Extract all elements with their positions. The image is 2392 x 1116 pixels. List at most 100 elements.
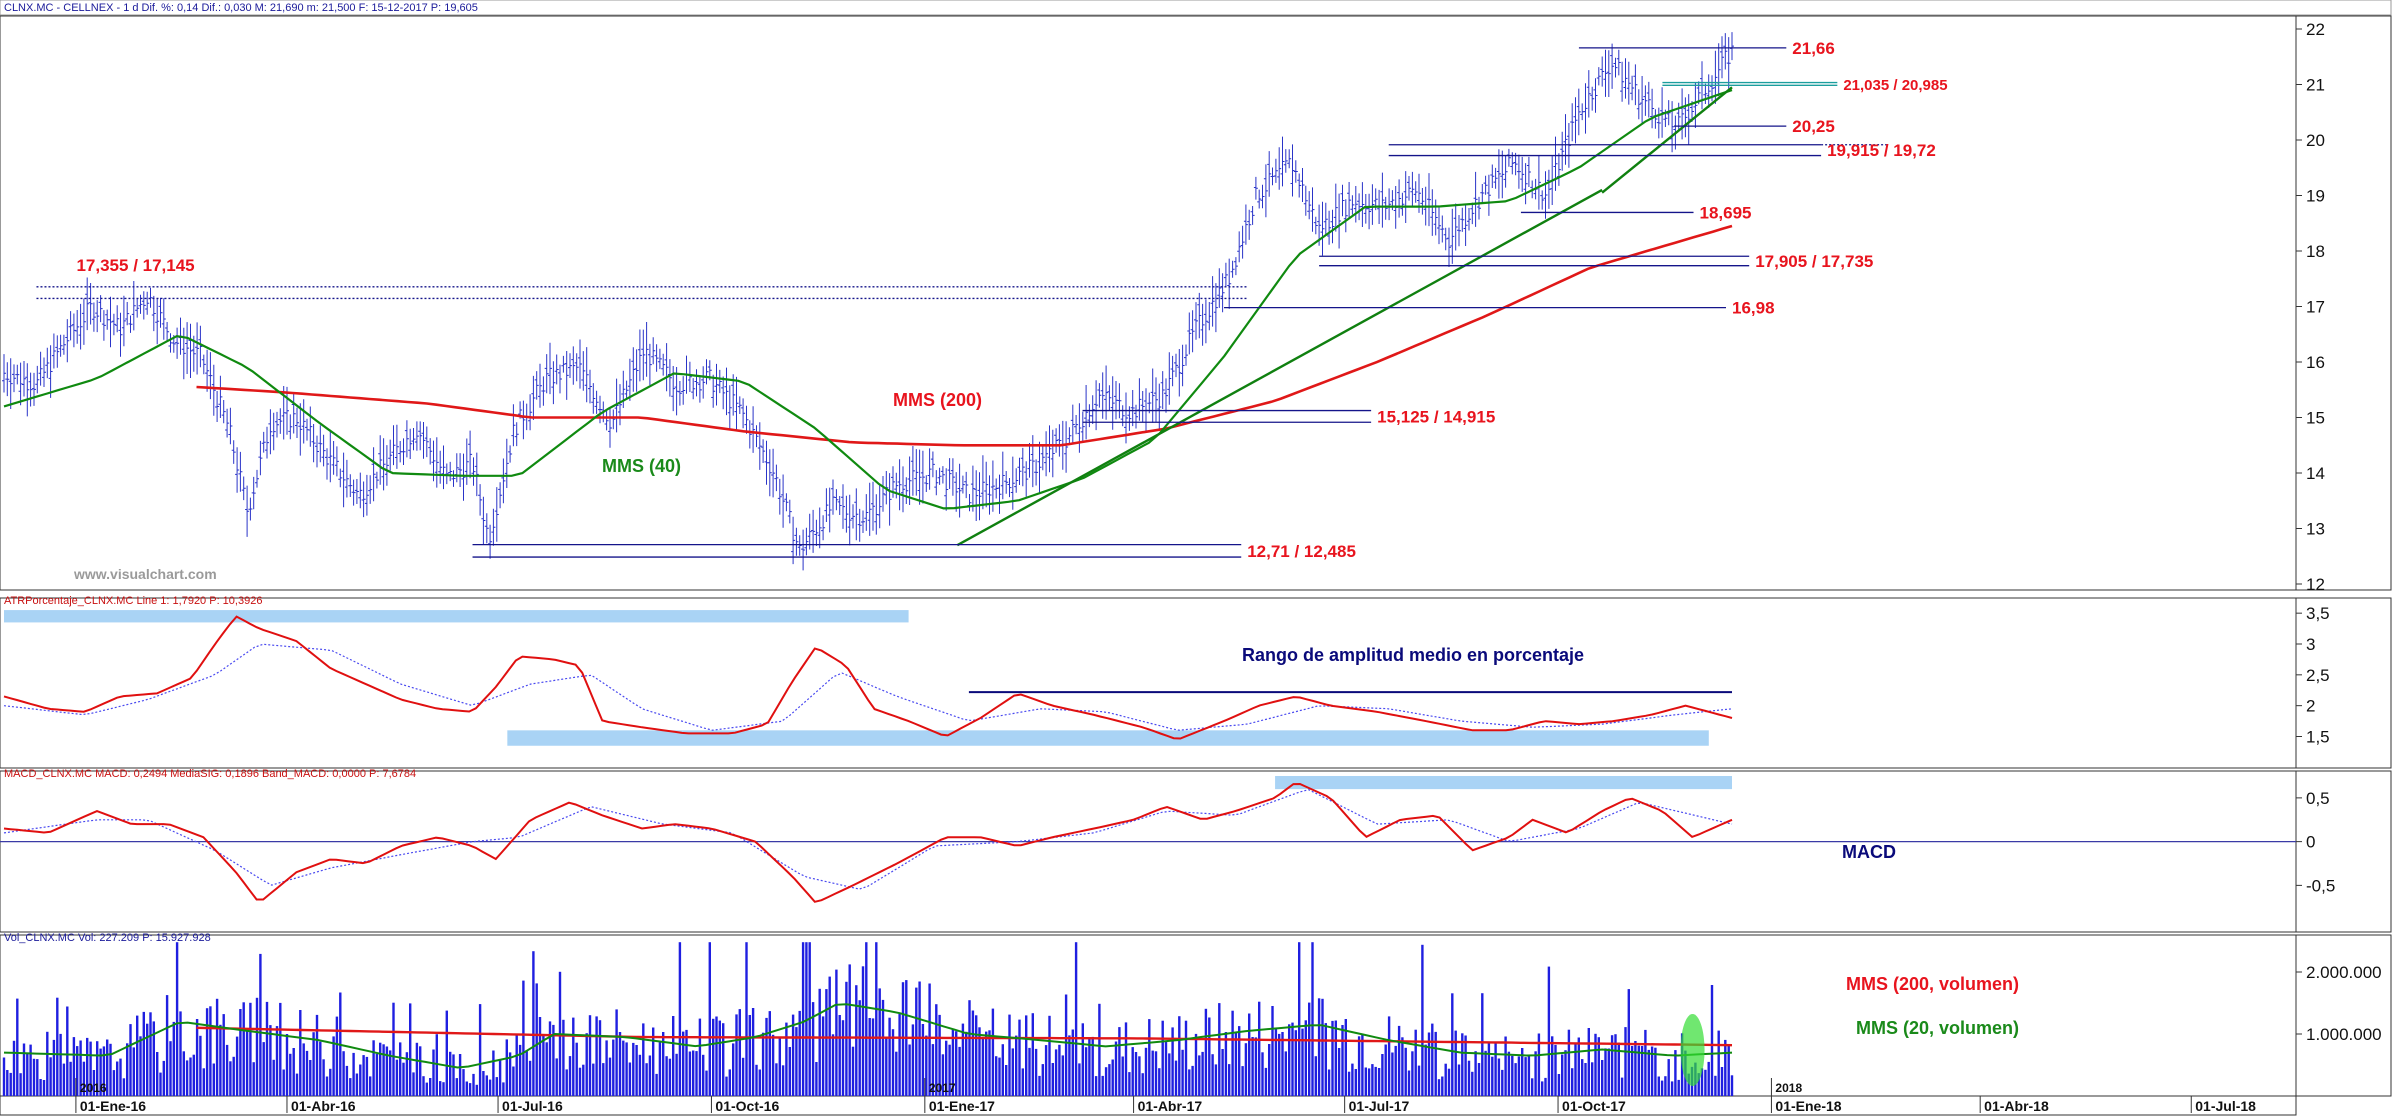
price-bar	[381, 438, 386, 491]
volume-bar	[1281, 1032, 1284, 1096]
price-bar	[198, 325, 203, 368]
price-bar	[1097, 383, 1102, 408]
atr-header: ATRPorcentaje_CLNX.MC Line 1: 1,7920 P: …	[4, 595, 262, 607]
price-bar	[458, 453, 463, 487]
price-bar	[108, 296, 113, 348]
volume-bar	[1650, 1046, 1654, 1096]
price-bar	[661, 353, 666, 376]
volume-bar	[771, 1034, 775, 1096]
price-bar	[594, 390, 599, 414]
volume-bar	[1258, 1001, 1261, 1096]
volume-bar	[249, 1002, 252, 1096]
price-bar	[757, 422, 762, 470]
volume-bar	[26, 1053, 29, 1096]
volume-bar	[1178, 1016, 1181, 1096]
volume-bar	[1724, 1039, 1727, 1096]
price-bar	[1503, 155, 1508, 188]
price-bar	[361, 481, 366, 518]
volume-bar	[648, 1055, 652, 1096]
volume-bar	[885, 1037, 888, 1096]
price-bar	[1200, 303, 1205, 346]
volume-bar	[99, 1048, 102, 1096]
volume-bar	[828, 976, 831, 1096]
price-bar	[91, 302, 96, 332]
price-bar	[478, 484, 483, 516]
price-bar	[554, 354, 559, 385]
price-bar	[1726, 37, 1731, 90]
volume-bar	[1607, 1048, 1610, 1096]
volume-bar	[1148, 1019, 1151, 1096]
volume-bar	[2, 1057, 6, 1096]
price-bar	[1353, 186, 1358, 223]
price-bar	[1243, 204, 1248, 245]
volume-bar	[815, 1062, 818, 1096]
volume-bar	[1564, 1050, 1567, 1096]
volume-bar	[542, 1034, 545, 1096]
volume-bar	[1074, 942, 1078, 1096]
price-bar	[308, 406, 313, 447]
volume-bar	[468, 1083, 472, 1096]
price-level-label: 17,355 / 17,145	[76, 256, 194, 275]
price-bar	[980, 455, 985, 510]
volume-bar	[1494, 1043, 1497, 1096]
volume-bar	[1371, 1064, 1374, 1096]
price-bar	[787, 499, 792, 524]
price-bar	[937, 467, 942, 485]
volume-bar	[931, 1044, 935, 1096]
price-bar	[61, 334, 66, 355]
price-bar	[1513, 152, 1518, 176]
volume-bar	[925, 1035, 928, 1096]
price-bar	[1560, 131, 1565, 171]
volume-bar	[422, 1076, 425, 1096]
price-bar	[1473, 171, 1478, 227]
volume-bar	[1231, 1010, 1234, 1096]
price-bar	[1227, 258, 1232, 309]
volume-bar	[1431, 1023, 1434, 1096]
volume-bar	[1174, 1060, 1178, 1096]
volume-bar	[116, 1061, 119, 1096]
volume-bar	[1664, 1076, 1667, 1096]
volume-bar	[938, 1014, 941, 1096]
price-bar	[1686, 94, 1691, 145]
volume-bar	[222, 1014, 225, 1096]
price-bar	[727, 385, 732, 431]
volume-bar	[1091, 1036, 1094, 1096]
volume-bar	[1201, 1051, 1204, 1096]
price-bar	[651, 337, 656, 365]
volume-bar	[12, 1040, 16, 1096]
price-bar	[1500, 150, 1505, 199]
price-bar	[1576, 88, 1581, 136]
volume-bar	[1364, 1067, 1367, 1096]
volume-bar	[295, 1073, 299, 1096]
price-bar	[1307, 191, 1312, 220]
volume-bar	[305, 1050, 309, 1096]
volume-bar	[642, 1023, 645, 1096]
price-bar	[1380, 172, 1385, 228]
price-level-label: 12,71 / 12,485	[1247, 542, 1356, 561]
volume-bar	[192, 1054, 195, 1096]
price-ytick-label-4: 16	[2306, 353, 2325, 372]
volume-bar	[1124, 1022, 1128, 1096]
volume-bar	[705, 1070, 708, 1096]
vol-ma200-note: MMS (200, volumen)	[1846, 974, 2019, 994]
price-bar	[927, 448, 932, 490]
volume-bar	[122, 1078, 126, 1096]
price-bar	[1610, 43, 1615, 89]
price-bar	[1343, 199, 1348, 233]
price-bar	[185, 322, 190, 374]
price-bar	[424, 426, 429, 458]
price-bar	[608, 408, 612, 448]
volume-bar	[835, 969, 838, 1096]
volume-bar	[1261, 1052, 1264, 1096]
price-bar	[175, 327, 180, 359]
price-bar	[877, 484, 882, 529]
price-bar	[101, 310, 106, 341]
price-bar	[1683, 97, 1688, 138]
price-bar	[1134, 404, 1138, 429]
volume-bar	[449, 1051, 452, 1096]
price-bar	[58, 334, 63, 357]
price-bar	[265, 426, 269, 459]
price-bar	[1350, 195, 1355, 215]
volume-bar	[1434, 1031, 1437, 1096]
price-bar	[1253, 176, 1258, 200]
